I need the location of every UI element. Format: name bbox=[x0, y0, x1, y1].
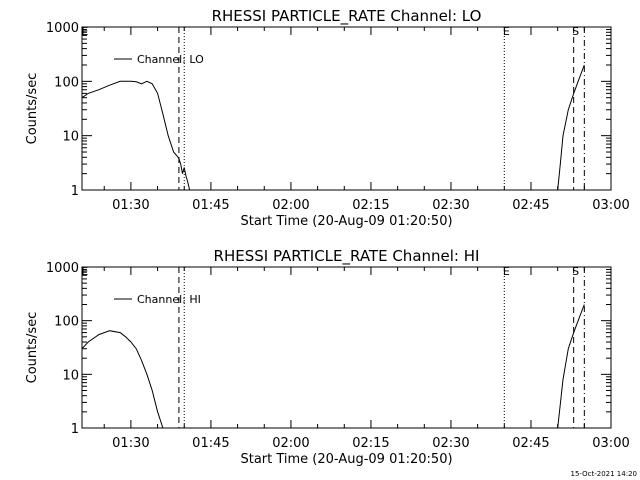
x-tick-label: 01:45 bbox=[192, 436, 229, 451]
series-line bbox=[557, 304, 585, 429]
y-axis-label: Counts/sec bbox=[25, 73, 40, 145]
y-axis-label: Counts/sec bbox=[25, 312, 40, 384]
event-marker-label: S bbox=[572, 25, 579, 38]
event-marker-label: E bbox=[503, 265, 510, 278]
x-tick-label: 01:30 bbox=[112, 436, 149, 451]
x-tick-label: 02:15 bbox=[352, 198, 389, 213]
plot-frame bbox=[81, 26, 612, 191]
x-tick-label: 02:45 bbox=[512, 436, 549, 451]
event-marker-label: E bbox=[503, 25, 510, 38]
series-line bbox=[557, 64, 585, 191]
x-tick-label: 03:00 bbox=[592, 198, 629, 213]
x-axis-label: Start Time (20-Aug-09 01:20:50) bbox=[240, 214, 452, 229]
plot-frame bbox=[81, 266, 612, 429]
panel-hi: RHESSI PARTICLE_RATE Channel: HI Start Ti… bbox=[25, 247, 630, 467]
x-tick-label: 02:30 bbox=[432, 436, 469, 451]
x-tick-label: 02:15 bbox=[352, 436, 389, 451]
chart-title: RHESSI PARTICLE_RATE Channel: HI bbox=[214, 247, 480, 266]
x-axis-label: Start Time (20-Aug-09 01:20:50) bbox=[240, 452, 452, 467]
y-tick-label: 1 bbox=[71, 184, 79, 199]
x-tick-label: 01:30 bbox=[112, 198, 149, 213]
event-marker-label: S bbox=[572, 265, 579, 278]
x-tick-label: 02:00 bbox=[272, 198, 309, 213]
legend-label: Channel: LO bbox=[137, 53, 204, 66]
y-tick-label: 10 bbox=[62, 368, 79, 383]
y-tick-label: 1 bbox=[71, 422, 79, 437]
y-tick-label: 1000 bbox=[46, 21, 79, 36]
x-tick-label: 01:45 bbox=[192, 198, 229, 213]
chart-title: RHESSI PARTICLE_RATE Channel: LO bbox=[212, 7, 482, 26]
x-tick-label: 02:00 bbox=[272, 436, 309, 451]
series-line bbox=[81, 80, 192, 191]
series-line bbox=[81, 330, 164, 429]
event-marker-label: E bbox=[81, 265, 88, 278]
y-tick-label: 100 bbox=[54, 75, 79, 90]
y-tick-label: 10 bbox=[62, 130, 79, 145]
event-marker-label: E bbox=[81, 25, 88, 38]
y-tick-label: 1000 bbox=[46, 261, 79, 276]
footer-timestamp: 15-Oct-2021 14:20 bbox=[571, 470, 637, 478]
x-tick-label: 03:00 bbox=[592, 436, 629, 451]
panel-lo: RHESSI PARTICLE_RATE Channel: LO Start Ti… bbox=[25, 7, 630, 229]
y-tick-label: 100 bbox=[54, 315, 79, 330]
legend-label: Channel: HI bbox=[137, 293, 201, 306]
x-tick-label: 02:45 bbox=[512, 198, 549, 213]
x-tick-label: 02:30 bbox=[432, 198, 469, 213]
